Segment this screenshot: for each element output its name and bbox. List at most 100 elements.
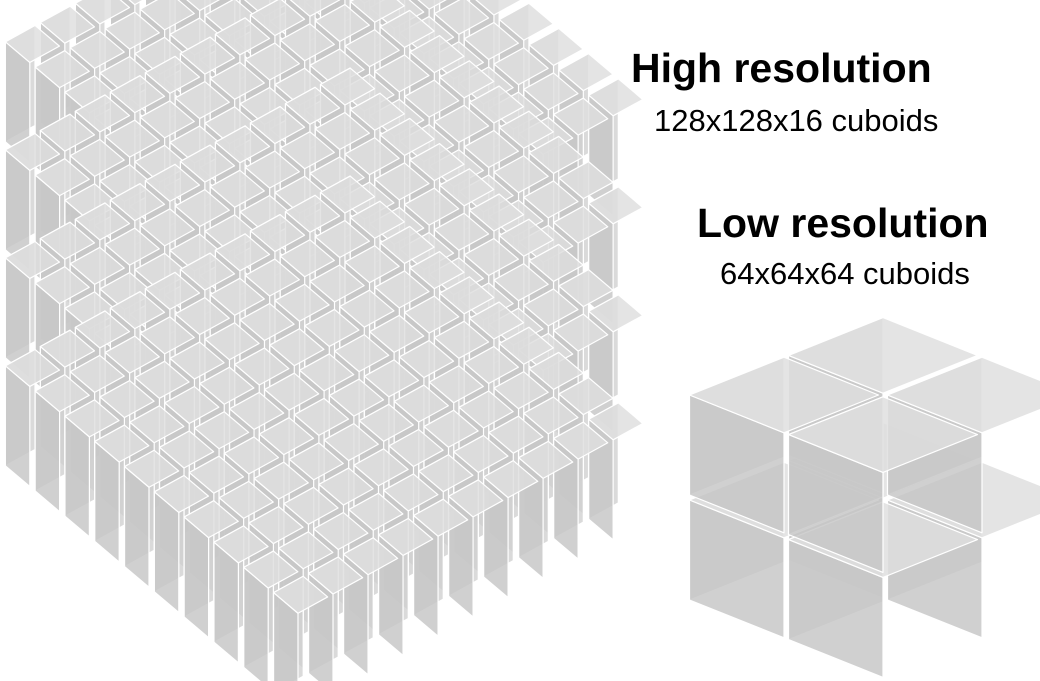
cuboid-top-face (214, 125, 271, 164)
cuboid-top-face (209, 61, 265, 100)
cuboid-top-face (134, 360, 190, 399)
cuboid-top-face (4, 132, 61, 172)
cuboid-top-face (344, 29, 400, 68)
cuboid-top-face (74, 94, 131, 133)
cuboid-top-face (588, 78, 644, 117)
cuboid-top-face (463, 21, 519, 61)
cuboid-top-face (488, 415, 544, 454)
cuboid-top-face (214, 233, 271, 272)
cuboid-top-face (239, 302, 295, 342)
cuboid-top-face (74, 0, 131, 25)
cuboid-top-face (129, 405, 185, 444)
cuboid-top-face (249, 105, 306, 145)
cuboid-top-face (349, 92, 405, 131)
cuboid-top-face (123, 449, 180, 488)
cuboid-top-face (379, 117, 435, 157)
cuboid-top-face (433, 320, 490, 359)
cuboid-top-face (223, 436, 280, 475)
cuboid-top-face (279, 239, 335, 278)
cuboid-top-face (183, 500, 239, 539)
cuboid-top-face (493, 47, 549, 86)
cuboid-top-face (272, 575, 329, 614)
cuboid (94, 424, 150, 563)
cuboid-top-face (418, 454, 474, 493)
cuboid-top-face (158, 430, 215, 469)
cuboid-top-face (433, 104, 490, 143)
cuboid-top-face (104, 11, 160, 50)
cuboid-top-face (309, 264, 365, 303)
cuboid-top-face (463, 345, 519, 385)
cuboid-top-face (433, 0, 490, 35)
cuboid-top-face (353, 448, 409, 487)
cuboid-top-face (34, 158, 90, 197)
cuboid-top-face (342, 537, 399, 576)
low-resolution-subtitle: 64x64x64 cuboids (720, 256, 970, 291)
low-resolution-cuboid-stack (688, 317, 1040, 679)
cuboid-top-face (428, 365, 484, 404)
cuboid-top-face (244, 258, 300, 297)
cuboid-top-face (417, 0, 447, 10)
cuboid-top-face (409, 35, 465, 74)
cuboid-top-face (293, 397, 350, 436)
cuboid-top-face (218, 480, 274, 519)
cuboid (307, 556, 364, 681)
cuboid-top-face (274, 283, 330, 322)
cuboid-top-face (179, 252, 236, 291)
cuboid-top-face (318, 467, 374, 506)
cuboid-top-face (34, 50, 90, 89)
cuboid-top-face (404, 295, 460, 334)
cuboid-top-face (39, 329, 96, 368)
cuboid-top-face (193, 411, 250, 450)
cuboid-top-face (553, 205, 609, 244)
cuboid-top-face (69, 246, 125, 285)
cuboid-top-face (74, 310, 131, 349)
cuboid-top-face (588, 186, 644, 225)
cuboid-top-face (379, 225, 435, 265)
cuboid-top-face (458, 390, 514, 429)
cuboid-top-face (553, 421, 609, 460)
cuboid-top-face (307, 556, 364, 595)
cuboid-top-face (523, 180, 579, 219)
cuboid-top-face (243, 550, 299, 589)
cuboid (213, 525, 269, 664)
cuboid-top-face (229, 391, 285, 431)
cuboid-top-face (528, 243, 584, 283)
high-resolution-cuboid-stack (4, 0, 644, 681)
cuboid-top-face (109, 75, 166, 114)
cuboid-top-face (404, 187, 460, 226)
cuboid-top-face (69, 354, 125, 393)
cuboid-top-face (209, 277, 265, 316)
cuboid-top-face (314, 219, 370, 259)
cuboid-top-face (139, 100, 195, 139)
cuboid-top-face (284, 86, 341, 125)
cuboid-top-face (144, 55, 201, 94)
cuboid-top-face (383, 473, 439, 512)
cuboid (34, 374, 90, 513)
cuboid-top-face (379, 9, 435, 49)
cuboid-top-face (179, 36, 236, 75)
cuboid-top-face (588, 402, 644, 441)
cuboid-top-face (99, 380, 155, 419)
cuboid-top-face (244, 150, 300, 189)
cuboid-top-face (139, 0, 195, 31)
high-resolution-subtitle: 128x128x16 cuboids (654, 103, 939, 138)
cuboid-top-face (213, 525, 269, 564)
cuboid-top-face (204, 322, 260, 361)
cuboid-top-face (153, 474, 210, 514)
cuboid-top-face (558, 269, 614, 308)
cuboid-top-face (409, 143, 465, 182)
cuboid-top-face (448, 479, 504, 518)
cuboid-top-face (558, 161, 614, 200)
cuboid-top-face (423, 409, 479, 448)
cuboid-top-face (299, 353, 355, 392)
cuboid-top-face (4, 24, 61, 64)
cuboid (787, 396, 979, 574)
cuboid-top-face (284, 194, 341, 233)
cuboid-top-face (518, 440, 574, 479)
cuboid-top-face (39, 113, 96, 152)
cuboid-top-face (374, 270, 430, 309)
cuboid-top-face (498, 326, 554, 365)
cuboid-top-face (188, 455, 245, 494)
cuboid (4, 132, 61, 272)
